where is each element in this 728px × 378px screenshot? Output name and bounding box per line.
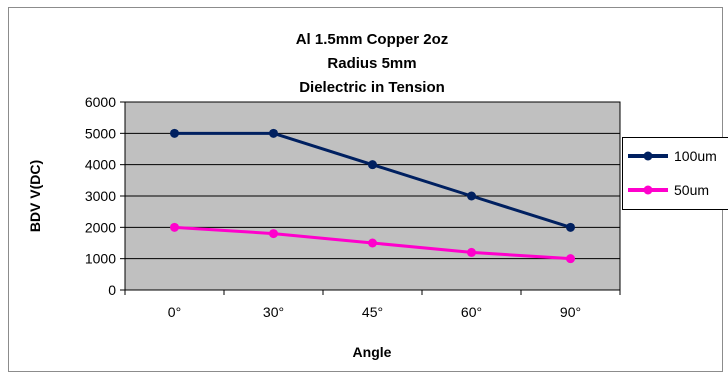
- chart-title-line-1: Al 1.5mm Copper 2oz: [296, 31, 449, 48]
- y-tick-label: 0: [108, 282, 116, 298]
- legend: 100um 50um: [622, 137, 728, 210]
- x-axis-label: Angle: [353, 344, 392, 360]
- legend-marker-50um: [643, 185, 653, 195]
- x-tick-label: 30°: [263, 304, 284, 320]
- series-lines: [170, 128, 575, 264]
- data-point-50um: [269, 229, 278, 239]
- chart-title-line-3: Dielectric in Tension: [299, 79, 445, 96]
- legend-label-100um: 100um: [674, 148, 717, 164]
- y-tick-label: 2000: [85, 219, 116, 235]
- y-tick-label: 3000: [85, 188, 116, 204]
- y-tick-label: 6000: [85, 94, 116, 110]
- data-point-50um: [368, 238, 377, 248]
- legend-box: [622, 137, 728, 210]
- data-point-100um: [269, 128, 278, 138]
- y-tick-label: 5000: [85, 125, 116, 141]
- y-axis-label: BDV V(DC): [27, 160, 43, 232]
- data-point-100um: [170, 128, 179, 138]
- chart-title-line-2: Radius 5mm: [327, 55, 416, 72]
- x-tick-label: 0°: [168, 304, 181, 320]
- x-tick-label: 90°: [560, 304, 581, 320]
- data-point-100um: [566, 222, 575, 232]
- data-point-100um: [467, 191, 476, 201]
- x-tick-label: 45°: [362, 304, 383, 320]
- legend-label-50um: 50um: [674, 182, 709, 198]
- legend-marker-100um: [643, 151, 653, 161]
- data-point-100um: [368, 160, 377, 170]
- y-tick-label: 1000: [85, 251, 116, 267]
- y-tick-label: 4000: [85, 157, 116, 173]
- x-tick-label: 60°: [461, 304, 482, 320]
- data-point-50um: [467, 247, 476, 257]
- data-point-50um: [170, 222, 179, 232]
- axes: 0 1000 2000 3000 4000 5000 6000 0° 30° 45° 60° 90°: [85, 94, 621, 320]
- data-point-50um: [566, 254, 575, 264]
